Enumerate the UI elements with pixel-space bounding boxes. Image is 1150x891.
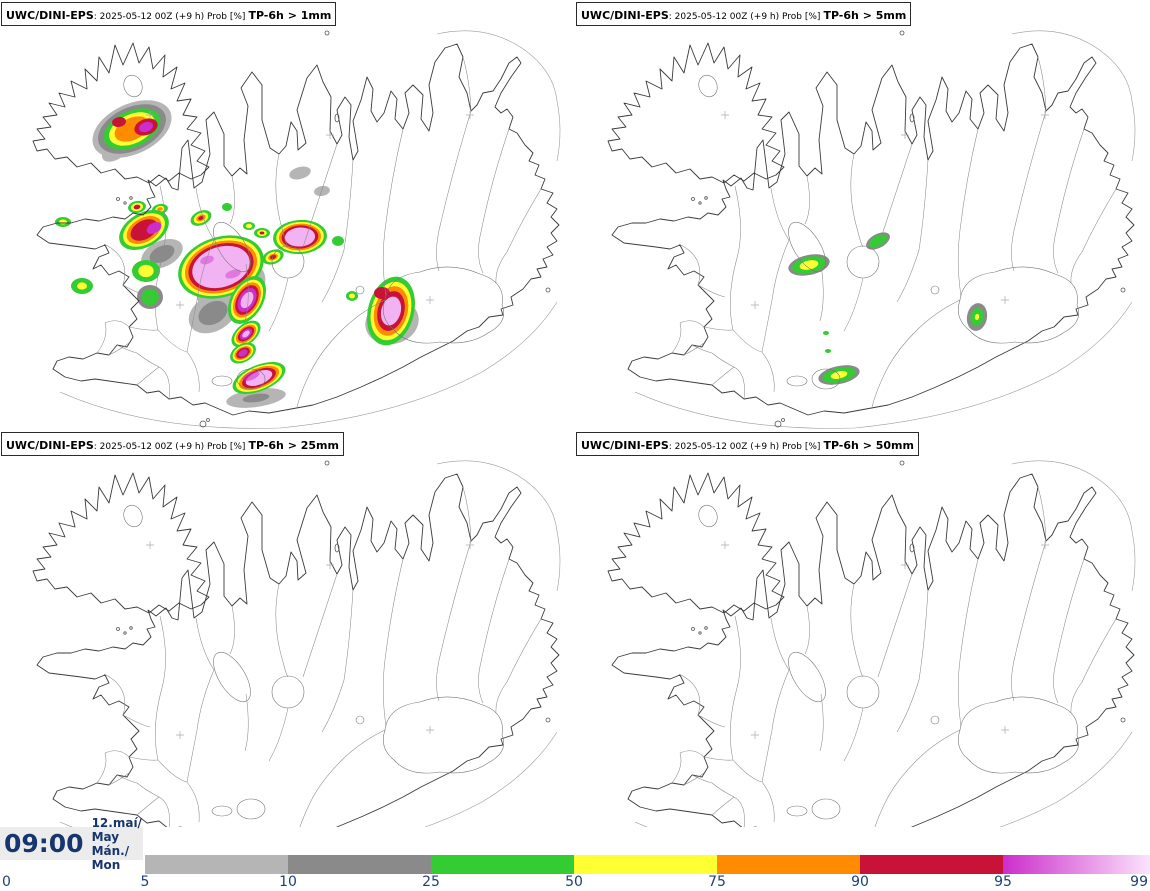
threshold-label: TP-6h > 5mm [823,9,907,22]
colorbar-tick-5: 5 [140,874,150,890]
run-info: : 2025-05-12 00Z (+9 h) Prob [%] [668,12,821,22]
colorbar-segment-95-99 [1003,855,1150,874]
panel-title-25mm: UWC/DINI-EPS: 2025-05-12 00Z (+9 h) Prob… [1,432,344,456]
colorbar-tick-75: 75 [708,874,726,890]
panel-title-50mm: UWC/DINI-EPS: 2025-05-12 00Z (+9 h) Prob… [576,432,919,456]
iceland-map-50mm [607,460,1136,859]
colorbar-tick-0: 0 [2,874,11,890]
threshold-label: TP-6h > 50mm [823,439,914,452]
threshold-label: TP-6h > 25mm [248,439,339,452]
run-info: : 2025-05-12 00Z (+9 h) Prob [%] [93,12,246,22]
iceland-map-5mm [607,30,1136,429]
colorbar-tick-99: 99 [1130,874,1148,890]
legend-strip: 09:00 12.maí/ May Mán./ Mon 0 5 10 25 50 75 90… [0,816,1150,891]
colorbar-tick-90: 90 [851,874,869,890]
map-panel-tp-1mm: UWC/DINI-EPS: 2025-05-12 00Z (+9 h) Prob… [0,0,575,430]
valid-date: 12.maí/ May [91,815,142,844]
colorbar-segment-50-75 [574,855,717,874]
model-name: UWC/DINI-EPS [581,9,669,22]
threshold-label: TP-6h > 1mm [248,9,332,22]
iceland-map-1mm [32,30,561,429]
valid-day: Mán./ Mon [91,843,130,872]
colorbar-tick-25: 25 [422,874,440,890]
map-panel-tp-25mm: UWC/DINI-EPS: 2025-05-12 00Z (+9 h) Prob… [0,430,575,860]
colorbar-segment-25-50 [431,855,574,874]
map-panel-tp-50mm: UWC/DINI-EPS: 2025-05-12 00Z (+9 h) Prob… [575,430,1150,860]
probability-colorbar [0,855,1150,875]
map-panel-tp-5mm: UWC/DINI-EPS: 2025-05-12 00Z (+9 h) Prob… [575,0,1150,430]
colorbar-segment-10-25 [288,855,431,874]
colorbar-tick-95: 95 [994,874,1012,890]
run-info: : 2025-05-12 00Z (+9 h) Prob [%] [668,442,821,452]
model-name: UWC/DINI-EPS [6,9,94,22]
panel-title-1mm: UWC/DINI-EPS: 2025-05-12 00Z (+9 h) Prob… [1,2,337,26]
colorbar-tick-50: 50 [565,874,583,890]
model-name: UWC/DINI-EPS [581,439,669,452]
colorbar-segment-75-90 [717,855,860,874]
model-name: UWC/DINI-EPS [6,439,94,452]
panel-title-5mm: UWC/DINI-EPS: 2025-05-12 00Z (+9 h) Prob… [576,2,912,26]
probability-blobs-5mm [788,232,988,385]
iceland-map-25mm [32,460,561,859]
colorbar-tick-10: 10 [279,874,297,890]
colorbar-tick-labels: 0 5 10 25 50 75 90 95 99 [0,874,1150,891]
run-info: : 2025-05-12 00Z (+9 h) Prob [%] [93,442,246,452]
valid-time-box: 09:00 12.maí/ May Mán./ Mon [0,816,143,872]
probability-blobs-1mm [55,100,419,408]
colorbar-segment-5-10 [145,855,288,874]
colorbar-segment-90-95 [860,855,1003,874]
valid-time: 09:00 [4,829,84,858]
